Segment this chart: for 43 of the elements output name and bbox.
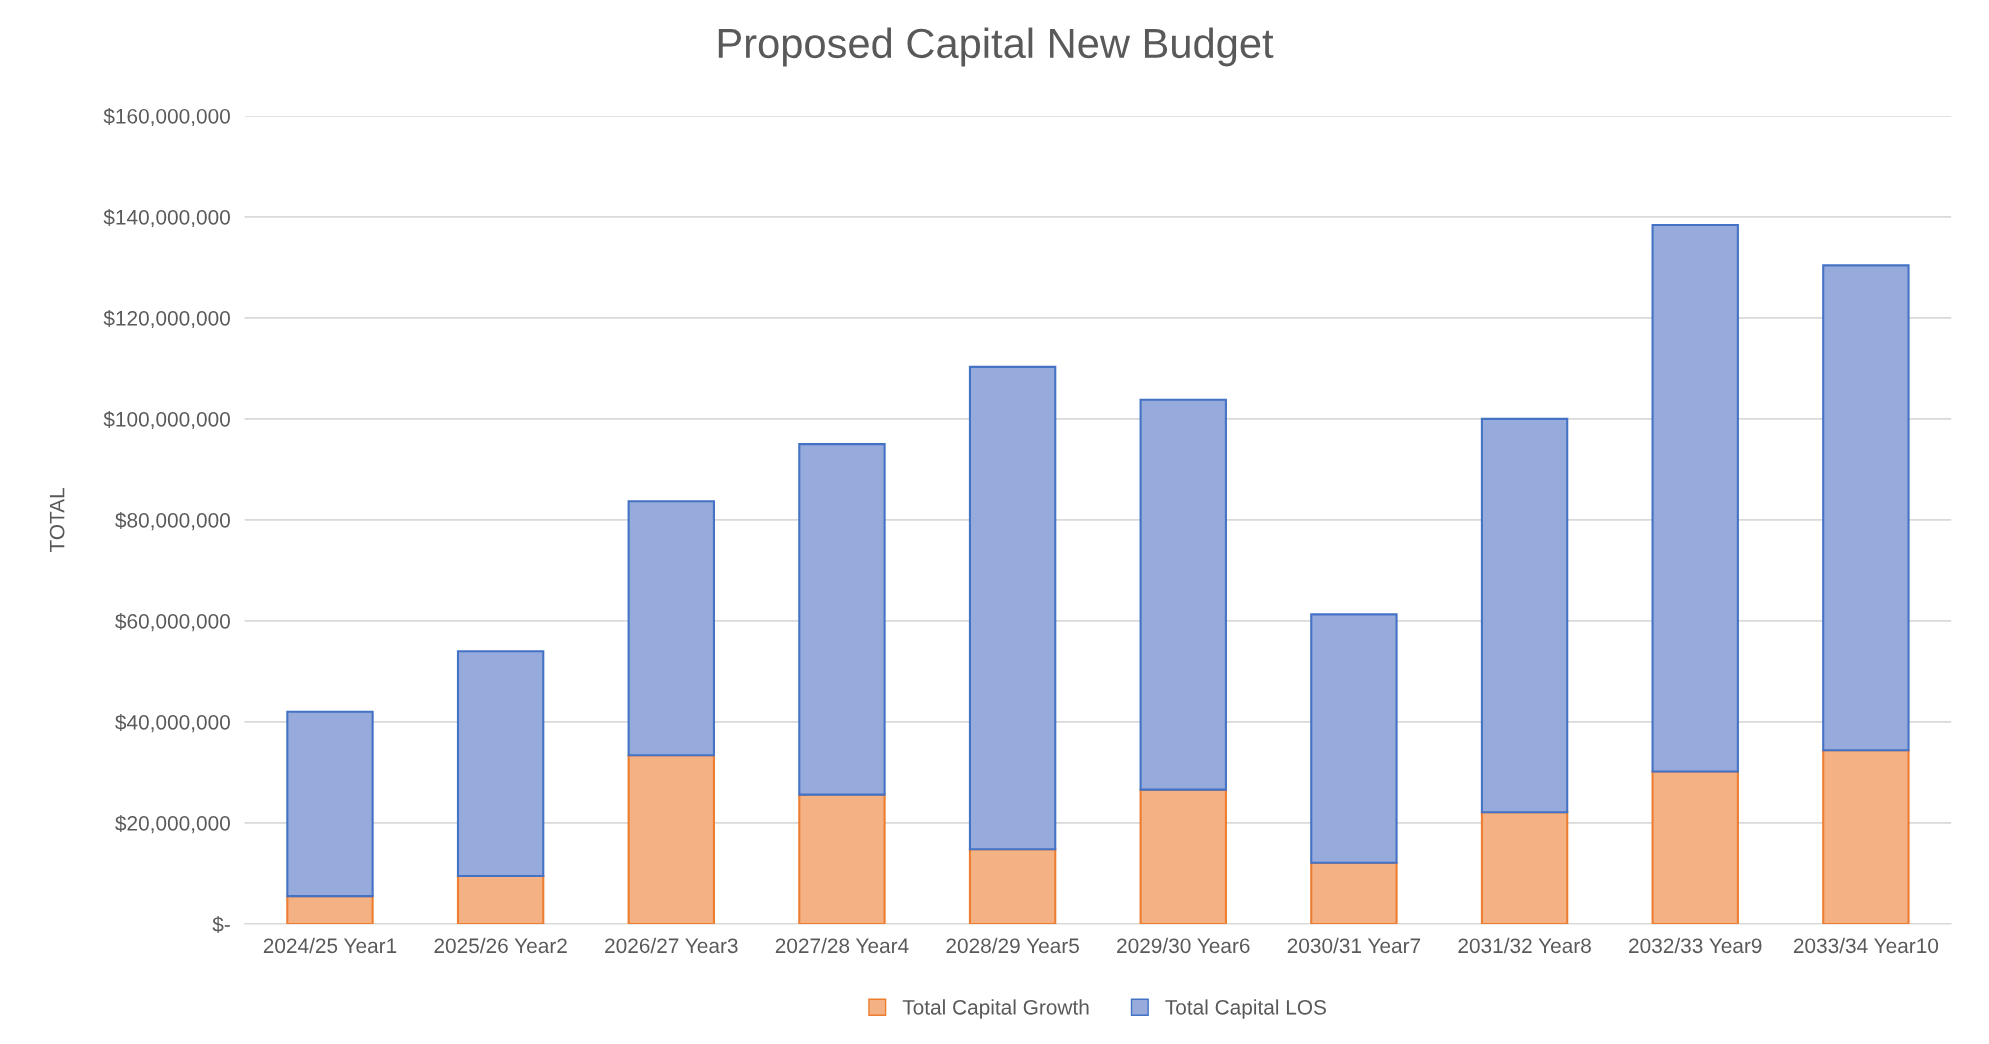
y-tick-label: $40,000,000 [115,714,230,733]
x-tick-label: 2033/34 Year10 [1793,937,1939,954]
bar [627,754,715,924]
y-tick-label: $- [212,916,230,933]
y-tick-label: $140,000,000 [103,209,230,228]
x-tick-label: 2028/29 Year5 [946,937,1079,954]
bar [286,895,374,924]
bar [798,793,886,924]
x-tick-label: 2027/28 Year4 [775,937,909,954]
y-tick-label: $100,000,000 [103,411,230,430]
legend-label: Total Capital Growth [902,999,1089,1019]
x-tick-label: 2030/31 Year7 [1287,937,1421,954]
bar [1651,770,1739,924]
bar [1822,749,1910,924]
bar [968,365,1057,851]
x-tick-label: 2024/25 Year1 [263,937,397,954]
chart-title: Proposed Capital New Budget [718,27,1274,67]
bar [798,443,886,796]
bar [1480,811,1569,924]
x-tick-label: 2031/32 Year8 [1458,937,1591,954]
bar [1139,788,1227,924]
legend-label: Total Capital LOS [1165,999,1326,1019]
y-tick-label: $160,000,000 [103,108,230,127]
bar [1139,398,1227,791]
bar [456,650,545,877]
x-tick-label: 2032/33 Year9 [1629,937,1762,954]
y-tick-label: $60,000,000 [115,613,230,632]
bar [1651,223,1739,773]
x-tick-label: 2026/27 Year3 [605,937,738,954]
y-axis-title: TOTAL [49,487,65,553]
y-tick-label: $20,000,000 [115,815,230,834]
bar [627,500,715,757]
x-tick-label: 2029/30 Year6 [1117,937,1250,954]
y-tick-label: $80,000,000 [115,512,230,531]
bar [1310,613,1398,864]
bar [1480,417,1569,814]
bar [1310,861,1398,924]
x-tick-label: 2025/26 Year2 [434,937,567,954]
bar [286,710,374,898]
y-tick-label: $120,000,000 [103,310,230,329]
bar [456,874,545,924]
bar [968,848,1057,924]
bar [1822,264,1910,752]
